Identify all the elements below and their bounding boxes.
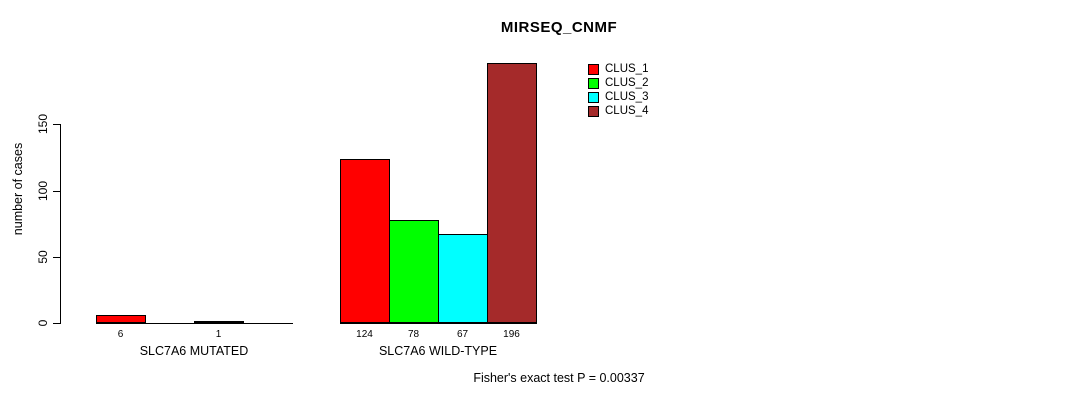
- legend-item-clus_2: CLUS_2: [588, 77, 648, 89]
- y-axis-line: [60, 124, 61, 324]
- y-tick-label: 50: [36, 250, 50, 264]
- bar-clus_1-group2: [340, 159, 390, 323]
- legend-swatch-icon: [588, 63, 599, 75]
- y-tick-label: 150: [36, 113, 50, 135]
- legend-swatch-icon: [588, 105, 599, 117]
- legend-item-clus_1: CLUS_1: [588, 63, 648, 75]
- y-tick: [53, 257, 60, 258]
- chart-title: MIRSEQ_CNMF: [500, 19, 618, 36]
- bar-value-label: 124: [356, 329, 373, 340]
- footnote: Fisher's exact test P = 0.00337: [473, 371, 645, 385]
- legend-item-clus_3: CLUS_3: [588, 91, 648, 103]
- y-tick-label: 100: [36, 180, 50, 202]
- y-tick: [53, 323, 60, 324]
- legend-swatch-icon: [588, 77, 599, 89]
- legend-label: CLUS_3: [605, 91, 649, 103]
- bar-clus_2-group2: [389, 220, 439, 323]
- legend: CLUS_1 CLUS_2 CLUS_3 CLUS_4: [588, 63, 648, 119]
- bar-clus_4-group2: [487, 63, 537, 323]
- y-tick: [53, 191, 60, 192]
- legend-label: CLUS_4: [605, 105, 649, 117]
- legend-label: CLUS_2: [605, 77, 649, 89]
- legend-item-clus_4: CLUS_4: [588, 105, 648, 117]
- bar-clus_3-group1: [194, 321, 244, 323]
- group-baseline: [340, 323, 537, 324]
- legend-swatch-icon: [588, 91, 599, 103]
- category-label: SLC7A6 MUTATED: [139, 344, 249, 358]
- y-tick: [53, 124, 60, 125]
- bar-value-label: 196: [503, 329, 520, 340]
- bar-value-label: 6: [117, 329, 124, 340]
- bar-value-label: 78: [407, 329, 420, 340]
- y-tick-label: 0: [36, 319, 50, 327]
- legend-label: CLUS_1: [605, 63, 649, 75]
- bar-value-label: 1: [215, 329, 222, 340]
- bar-value-label: 67: [456, 329, 469, 340]
- category-label: SLC7A6 WILD-TYPE: [378, 344, 498, 358]
- bar-clus_1-group1: [96, 315, 146, 323]
- group-baseline: [96, 323, 293, 324]
- bar-clus_3-group2: [438, 234, 488, 323]
